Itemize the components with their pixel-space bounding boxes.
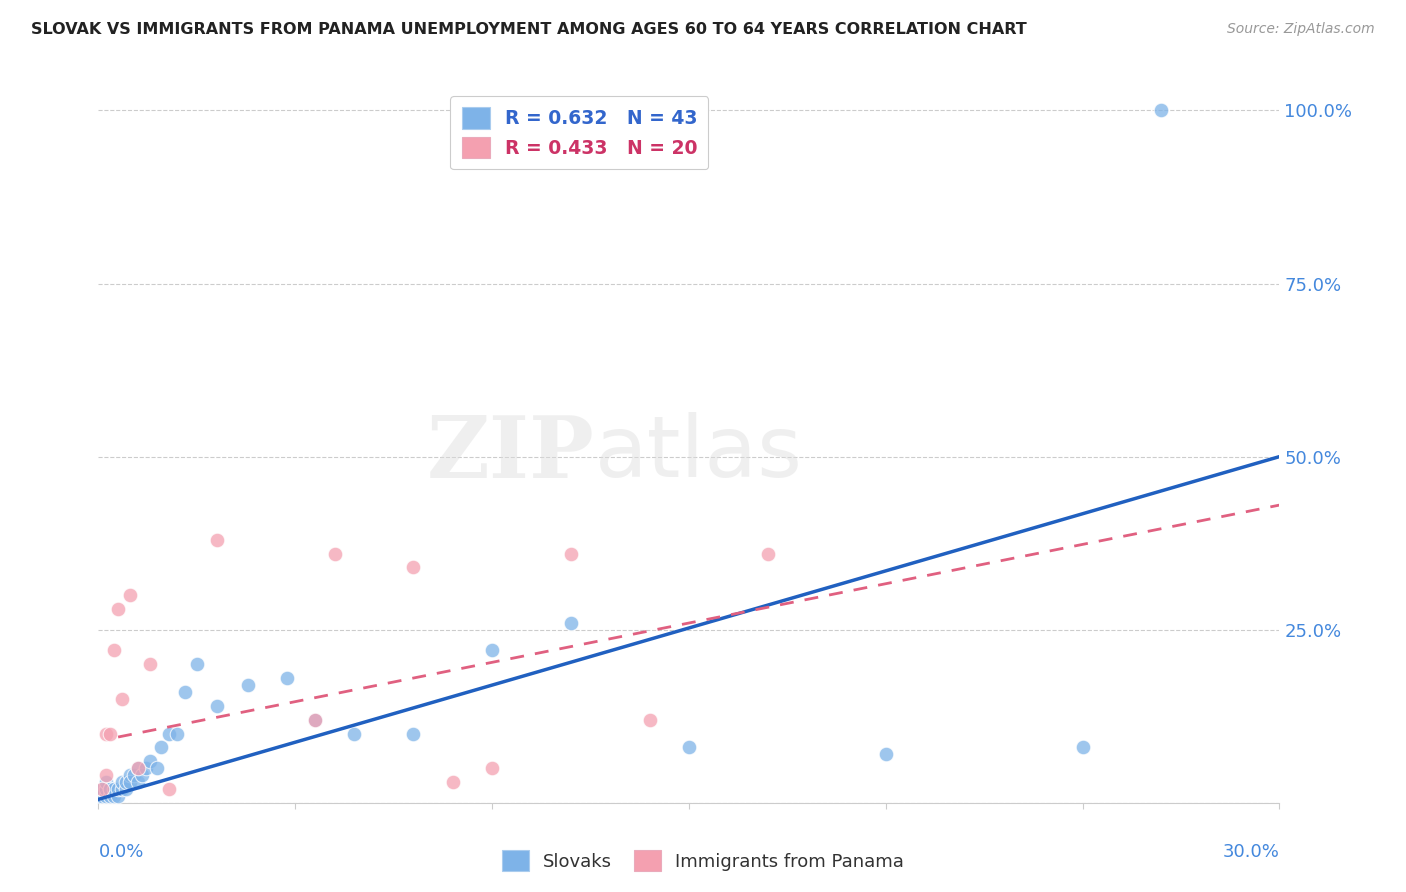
Point (103, 781, 125, 796)
Point (276, 671, 298, 685)
Point (304, 713, 326, 727)
Point (96, 726, 118, 740)
Point (96, 789, 118, 803)
Point (157, 726, 180, 740)
Point (481, 761, 503, 775)
Point (678, 740, 700, 755)
Point (107, 789, 129, 803)
Point (174, 685, 197, 699)
Point (481, 643, 503, 657)
Point (146, 761, 169, 775)
Point (560, 547, 582, 561)
Point (111, 692, 134, 706)
Point (115, 775, 138, 789)
Point (87, 789, 110, 803)
Point (107, 602, 129, 616)
Point (98, 781, 121, 796)
Text: Source: ZipAtlas.com: Source: ZipAtlas.com (1227, 22, 1375, 37)
Point (304, 713, 326, 727)
Text: 0.0%: 0.0% (98, 843, 143, 861)
Point (98, 781, 121, 796)
Point (166, 726, 188, 740)
Point (186, 657, 208, 672)
Point (91, 781, 114, 796)
Point (402, 726, 425, 740)
Point (138, 754, 160, 768)
Point (127, 761, 149, 775)
Point (96, 768, 118, 782)
Point (875, 747, 897, 762)
Point (1150, 103, 1173, 118)
Point (205, 698, 228, 713)
Point (96, 781, 118, 796)
Point (135, 761, 157, 775)
Point (91, 781, 114, 796)
Point (560, 615, 582, 630)
Point (205, 533, 228, 547)
Legend: R = 0.632   N = 43, R = 0.433   N = 20: R = 0.632 N = 43, R = 0.433 N = 20 (450, 96, 709, 169)
Point (103, 643, 125, 657)
Point (638, 713, 661, 727)
Legend: Slovaks, Immigrants from Panama: Slovaks, Immigrants from Panama (495, 843, 911, 879)
Point (107, 781, 129, 796)
Point (756, 547, 779, 561)
Point (131, 768, 153, 782)
Point (103, 789, 125, 803)
Point (98, 789, 121, 803)
Text: ZIP: ZIP (426, 412, 595, 496)
Point (118, 768, 141, 782)
Point (157, 781, 180, 796)
Point (323, 547, 346, 561)
Point (111, 775, 134, 789)
Point (441, 775, 464, 789)
Point (343, 726, 366, 740)
Point (98, 726, 121, 740)
Text: SLOVAK VS IMMIGRANTS FROM PANAMA UNEMPLOYMENT AMONG AGES 60 TO 64 YEARS CORRELAT: SLOVAK VS IMMIGRANTS FROM PANAMA UNEMPLO… (31, 22, 1026, 37)
Point (138, 657, 160, 672)
Point (96, 775, 118, 789)
Point (111, 781, 134, 796)
Point (115, 781, 138, 796)
Point (127, 775, 149, 789)
Point (1071, 740, 1094, 755)
Point (402, 560, 425, 574)
Point (236, 678, 259, 692)
Point (122, 768, 145, 782)
Point (118, 588, 141, 602)
Text: 30.0%: 30.0% (1223, 843, 1279, 861)
Point (118, 775, 141, 789)
Point (127, 761, 149, 775)
Point (91, 789, 114, 803)
Text: atlas: atlas (595, 412, 803, 495)
Point (150, 740, 173, 755)
